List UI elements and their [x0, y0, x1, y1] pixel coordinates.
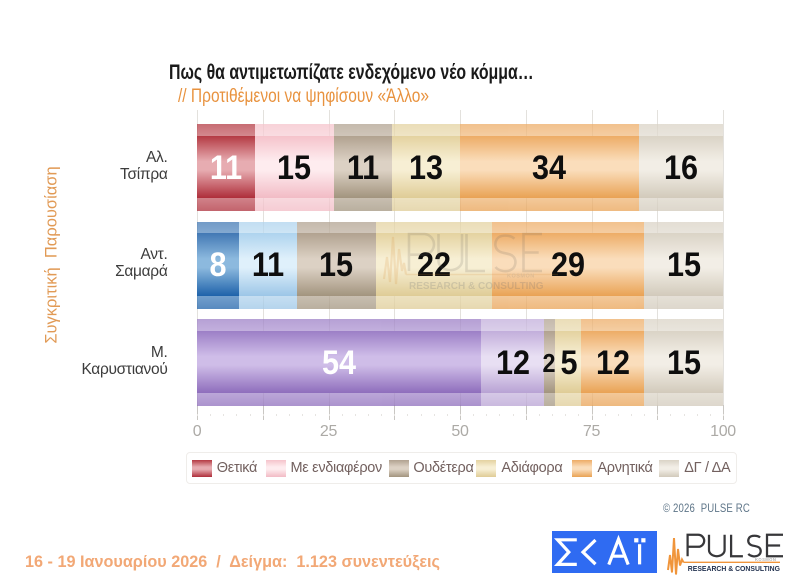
svg-text:KOSMON: KOSMON	[507, 274, 535, 280]
svg-text:RESEARCH & CONSULTING: RESEARCH & CONSULTING	[409, 280, 544, 292]
svg-text:RESEARCH & CONSULTING: RESEARCH & CONSULTING	[688, 564, 780, 573]
svg-text:KOSMON: KOSMON	[755, 557, 776, 562]
